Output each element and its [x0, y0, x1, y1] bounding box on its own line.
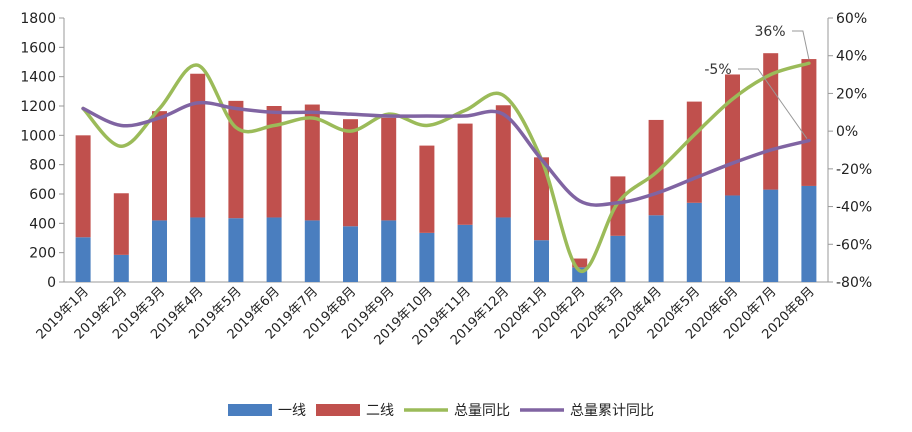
- bar-tier1: [495, 217, 511, 282]
- y-left-tick-label: 1200: [20, 99, 56, 115]
- bar-tier1: [610, 235, 626, 282]
- y-right-tick-label: 20%: [836, 86, 867, 102]
- bar-tier2: [763, 53, 779, 190]
- bar-tier1: [228, 218, 244, 282]
- bar-tier2: [801, 59, 817, 186]
- bar-tier1: [763, 189, 779, 282]
- y-left-tick-label: 800: [29, 158, 56, 174]
- bar-tier2: [381, 117, 397, 221]
- bar-tier1: [801, 185, 817, 282]
- line-cumulative-yoy: [81, 100, 811, 207]
- legend-swatch: [316, 404, 360, 416]
- annotations-layer: 36% -5%: [704, 24, 810, 139]
- bar-tier2: [610, 176, 626, 236]
- bar-tier1: [381, 220, 397, 282]
- bar-tier2: [343, 119, 358, 227]
- annotation-label: -5%: [704, 62, 731, 78]
- bar-tier1: [686, 202, 702, 282]
- bar-tier2: [152, 111, 167, 221]
- line-total-yoy: [81, 61, 811, 273]
- bar-tier2: [572, 258, 588, 268]
- bar-tier1: [190, 217, 206, 282]
- bar-tier2: [190, 73, 206, 218]
- bar-tier2: [534, 157, 549, 241]
- bar-tier2: [419, 145, 435, 233]
- bar-tier1: [648, 215, 664, 282]
- y-right-tick-label: 40%: [836, 49, 867, 65]
- y-left-tick-label: 1000: [20, 128, 56, 144]
- axes-layer: 0 200 400 600 800 1000 1200 1400 1600 1800 -80% -60…: [20, 11, 872, 348]
- y-left-tick-label: 1400: [20, 70, 56, 86]
- bar-tier1: [304, 220, 320, 282]
- y-right-tick-label: 0%: [836, 124, 858, 140]
- bar-tier2: [686, 101, 702, 203]
- bar-tier2: [495, 105, 511, 218]
- bar-tier1: [113, 254, 129, 282]
- bar-tier2: [75, 135, 91, 238]
- bar-tier2: [304, 104, 320, 221]
- y-left-tick-label: 1800: [20, 11, 56, 27]
- bar-tier2: [725, 74, 740, 196]
- annotation-label: 36%: [754, 24, 785, 40]
- y-left-tick-label: 200: [29, 246, 56, 262]
- legend-label: 总量累计同比: [570, 403, 654, 419]
- bar-tier2: [266, 106, 282, 218]
- y-left-tick-label: 1600: [20, 40, 56, 56]
- legend-swatch: [228, 404, 272, 416]
- bar-tier1: [152, 220, 167, 282]
- bar-tier1: [725, 195, 740, 282]
- y-right-tick-label: -80%: [836, 275, 872, 291]
- bar-tier1: [266, 217, 282, 282]
- y-left-tick-label: 400: [29, 216, 56, 232]
- bar-tier1: [534, 240, 549, 282]
- y-left-tick-label: 600: [29, 187, 56, 203]
- y-left-tick-label: 0: [47, 275, 56, 291]
- legend-label: 总量同比: [454, 403, 510, 419]
- bar-tier2: [113, 193, 129, 255]
- bar-tier1: [419, 232, 435, 282]
- annotation-leader-line: [792, 30, 810, 60]
- bars-layer: [75, 53, 817, 282]
- bar-tier2: [457, 123, 473, 225]
- lines-layer: [81, 61, 811, 273]
- legend: 一线 二线 总量同比 总量累计同比: [228, 403, 654, 419]
- bar-tier1: [75, 237, 91, 282]
- legend-label: 一线: [278, 403, 306, 419]
- y-right-tick-label: -40%: [836, 200, 872, 216]
- bar-tier1: [343, 226, 358, 282]
- y-right-tick-label: -20%: [836, 162, 872, 178]
- y-right-tick-label: 60%: [836, 11, 867, 27]
- bar-tier1: [457, 224, 473, 282]
- annotation-leader-line: [738, 68, 808, 139]
- y-right-tick-label: -60%: [836, 237, 872, 253]
- legend-label: 二线: [366, 403, 394, 419]
